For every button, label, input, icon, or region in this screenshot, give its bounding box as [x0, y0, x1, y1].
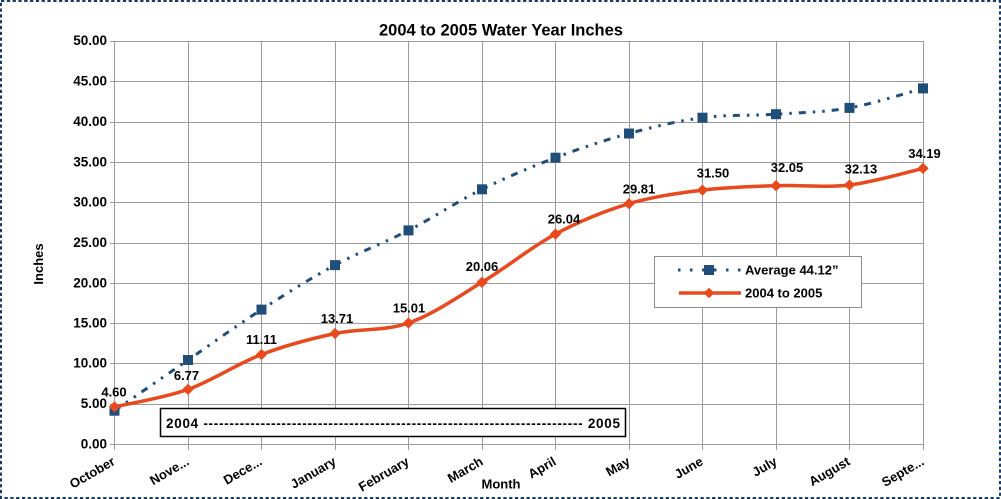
svg-text:25.00: 25.00	[73, 235, 107, 250]
svg-text:34.19: 34.19	[908, 146, 941, 161]
svg-text:Nove...: Nove...	[147, 454, 191, 488]
svg-text:Dece...: Dece...	[221, 454, 265, 488]
svg-text:May: May	[603, 453, 633, 479]
svg-text:20.06: 20.06	[466, 259, 499, 274]
svg-text:August: August	[806, 453, 853, 489]
svg-text:32.05: 32.05	[771, 160, 804, 175]
svg-text:February: February	[356, 453, 412, 494]
svg-text:15.00: 15.00	[73, 316, 107, 331]
svg-text:29.81: 29.81	[623, 182, 656, 197]
svg-text:March: March	[445, 454, 486, 486]
svg-text:5.00: 5.00	[81, 396, 107, 411]
svg-text:40.00: 40.00	[73, 114, 107, 129]
svg-text:31.50: 31.50	[697, 166, 730, 181]
svg-text:2004 to 2005 Water Year Inches: 2004 to 2005 Water Year Inches	[379, 22, 623, 40]
svg-text:4.60: 4.60	[101, 384, 126, 399]
svg-text:35.00: 35.00	[73, 155, 107, 170]
svg-text:0.00: 0.00	[81, 437, 107, 452]
svg-text:13.71: 13.71	[321, 311, 354, 326]
svg-text:45.00: 45.00	[73, 74, 107, 89]
svg-text:20.00: 20.00	[73, 275, 107, 290]
svg-text:2004 to 2005: 2004 to 2005	[745, 286, 822, 301]
svg-text:Inches: Inches	[31, 243, 46, 284]
svg-text:Septe...: Septe...	[879, 454, 927, 490]
svg-text:July: July	[749, 453, 780, 479]
svg-text:October: October	[67, 454, 118, 492]
svg-text:50.00: 50.00	[73, 33, 107, 48]
svg-text:15.01: 15.01	[393, 301, 426, 316]
svg-text:Average 44.12”: Average 44.12”	[745, 263, 838, 278]
svg-text:6.77: 6.77	[174, 368, 199, 383]
svg-text:32.13: 32.13	[845, 162, 878, 177]
svg-text:Month: Month	[482, 477, 521, 492]
svg-text:11.11: 11.11	[246, 332, 277, 347]
svg-text:April: April	[525, 454, 558, 482]
svg-text:June: June	[672, 454, 706, 482]
svg-text:30.00: 30.00	[73, 195, 107, 210]
svg-text:January: January	[288, 453, 339, 491]
svg-text:10.00: 10.00	[73, 356, 107, 371]
svg-text:2004 -------------------------: 2004 -----------------------------------…	[166, 416, 620, 431]
svg-text:26.04: 26.04	[548, 212, 581, 227]
